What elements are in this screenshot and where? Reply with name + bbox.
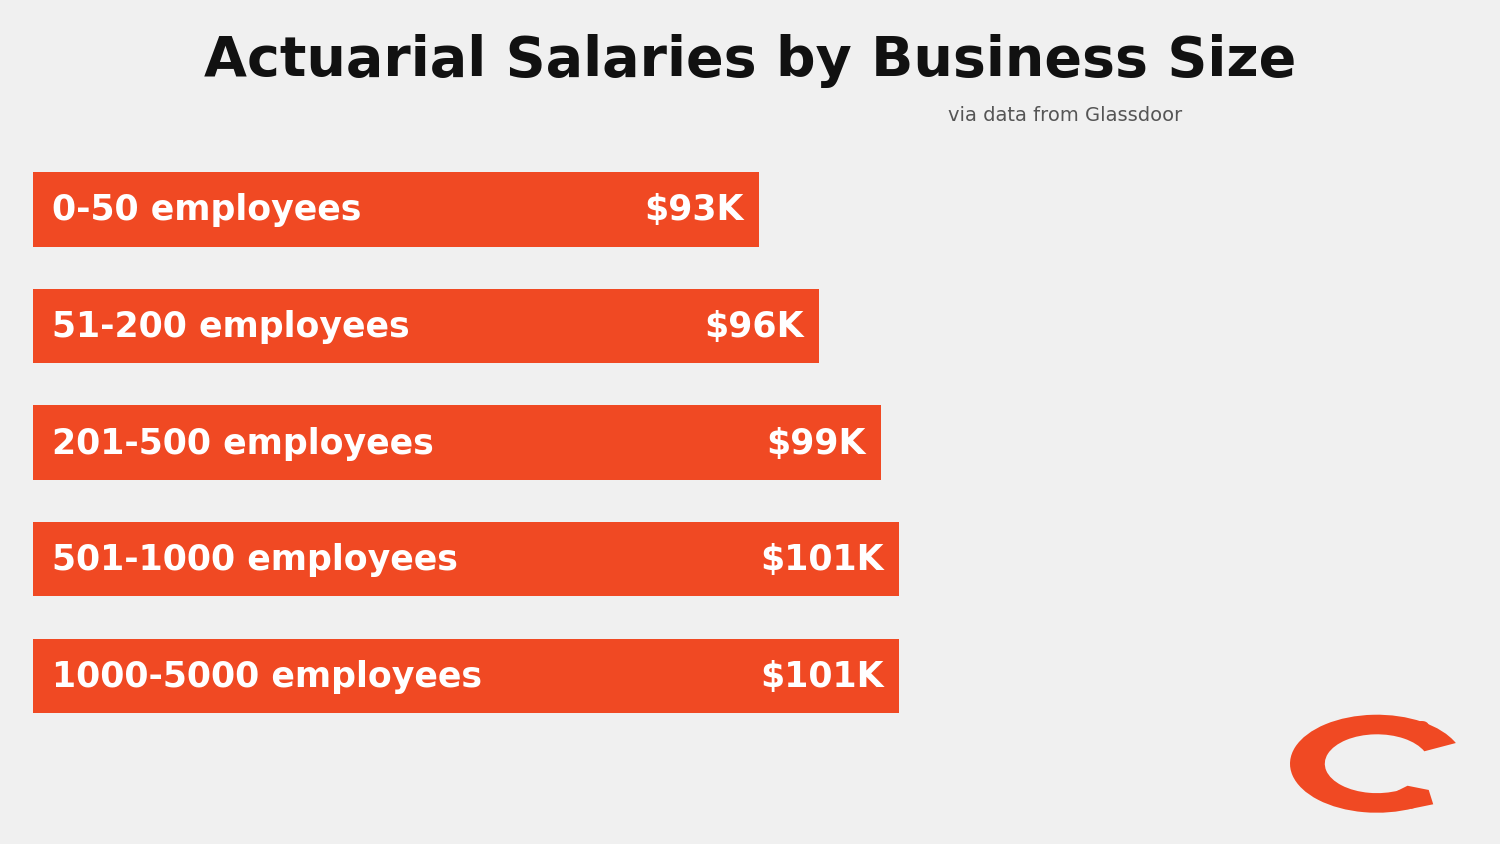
Text: $101K: $101K xyxy=(760,659,884,693)
Text: 501-1000 employees: 501-1000 employees xyxy=(53,543,459,576)
Text: Actuarial Salaries by Business Size: Actuarial Salaries by Business Size xyxy=(204,34,1296,88)
Wedge shape xyxy=(1290,715,1456,813)
Text: via data from Glassdoor: via data from Glassdoor xyxy=(948,106,1182,124)
Text: 1000-5000 employees: 1000-5000 employees xyxy=(53,659,483,693)
Text: $96K: $96K xyxy=(705,310,804,344)
Polygon shape xyxy=(1398,786,1432,809)
Text: $101K: $101K xyxy=(760,543,884,576)
Text: 51-200 employees: 51-200 employees xyxy=(53,310,410,344)
Text: $93K: $93K xyxy=(645,193,744,227)
Text: 0-50 employees: 0-50 employees xyxy=(53,193,362,227)
FancyBboxPatch shape xyxy=(33,639,898,713)
FancyBboxPatch shape xyxy=(33,406,880,480)
Text: 2: 2 xyxy=(1413,721,1431,746)
Text: $99K: $99K xyxy=(766,426,865,460)
FancyBboxPatch shape xyxy=(33,522,898,597)
Text: 201-500 employees: 201-500 employees xyxy=(53,426,435,460)
FancyBboxPatch shape xyxy=(33,289,819,364)
FancyBboxPatch shape xyxy=(33,173,759,247)
